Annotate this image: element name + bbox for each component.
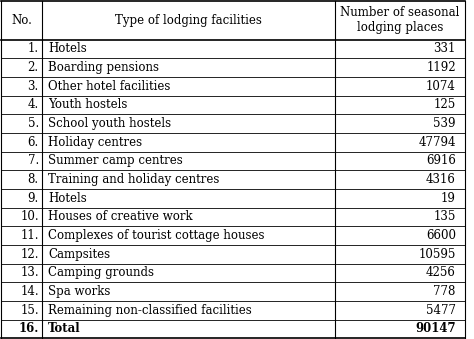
Text: 8.: 8. (27, 173, 39, 186)
Text: Remaining non-classified facilities: Remaining non-classified facilities (48, 304, 252, 317)
Text: 15.: 15. (20, 304, 39, 317)
Text: 1.: 1. (27, 42, 39, 55)
Text: Complexes of tourist cottage houses: Complexes of tourist cottage houses (48, 229, 264, 242)
Text: 4256: 4256 (426, 266, 456, 279)
Text: Total: Total (48, 322, 81, 336)
Text: 2.: 2. (27, 61, 39, 74)
Text: 539: 539 (433, 117, 456, 130)
Text: Camping grounds: Camping grounds (48, 266, 154, 279)
Text: 10.: 10. (20, 211, 39, 223)
Text: 331: 331 (433, 42, 456, 55)
Text: 1074: 1074 (426, 80, 456, 93)
Text: 7.: 7. (27, 154, 39, 167)
Text: 9.: 9. (27, 192, 39, 205)
Text: Campsites: Campsites (48, 248, 110, 261)
Text: 6600: 6600 (426, 229, 456, 242)
Text: 14.: 14. (20, 285, 39, 298)
Text: 4.: 4. (27, 98, 39, 112)
Text: 3.: 3. (27, 80, 39, 93)
Text: 11.: 11. (20, 229, 39, 242)
Text: School youth hostels: School youth hostels (48, 117, 171, 130)
Text: 47794: 47794 (418, 136, 456, 149)
Text: Training and holiday centres: Training and holiday centres (48, 173, 219, 186)
Text: 90147: 90147 (415, 322, 456, 336)
Text: Spa works: Spa works (48, 285, 110, 298)
Text: 6.: 6. (27, 136, 39, 149)
Text: Boarding pensions: Boarding pensions (48, 61, 159, 74)
Text: 5477: 5477 (426, 304, 456, 317)
Text: 1192: 1192 (426, 61, 456, 74)
Text: Youth hostels: Youth hostels (48, 98, 128, 112)
Text: 778: 778 (433, 285, 456, 298)
Text: 19: 19 (441, 192, 456, 205)
Text: No.: No. (11, 14, 32, 26)
Text: 125: 125 (434, 98, 456, 112)
Text: Summer camp centres: Summer camp centres (48, 154, 183, 167)
Text: Holiday centres: Holiday centres (48, 136, 142, 149)
Text: 10595: 10595 (419, 248, 456, 261)
Text: 6916: 6916 (426, 154, 456, 167)
Text: Other hotel facilities: Other hotel facilities (48, 80, 171, 93)
Text: 13.: 13. (20, 266, 39, 279)
Text: 135: 135 (433, 211, 456, 223)
Text: Hotels: Hotels (48, 192, 87, 205)
Text: Number of seasonal
lodging places: Number of seasonal lodging places (340, 6, 460, 34)
Text: Hotels: Hotels (48, 42, 87, 55)
Text: Houses of creative work: Houses of creative work (48, 211, 193, 223)
Text: 5.: 5. (27, 117, 39, 130)
Text: Type of lodging facilities: Type of lodging facilities (115, 14, 262, 26)
Text: 16.: 16. (18, 322, 39, 336)
Text: 4316: 4316 (426, 173, 456, 186)
Text: 12.: 12. (20, 248, 39, 261)
